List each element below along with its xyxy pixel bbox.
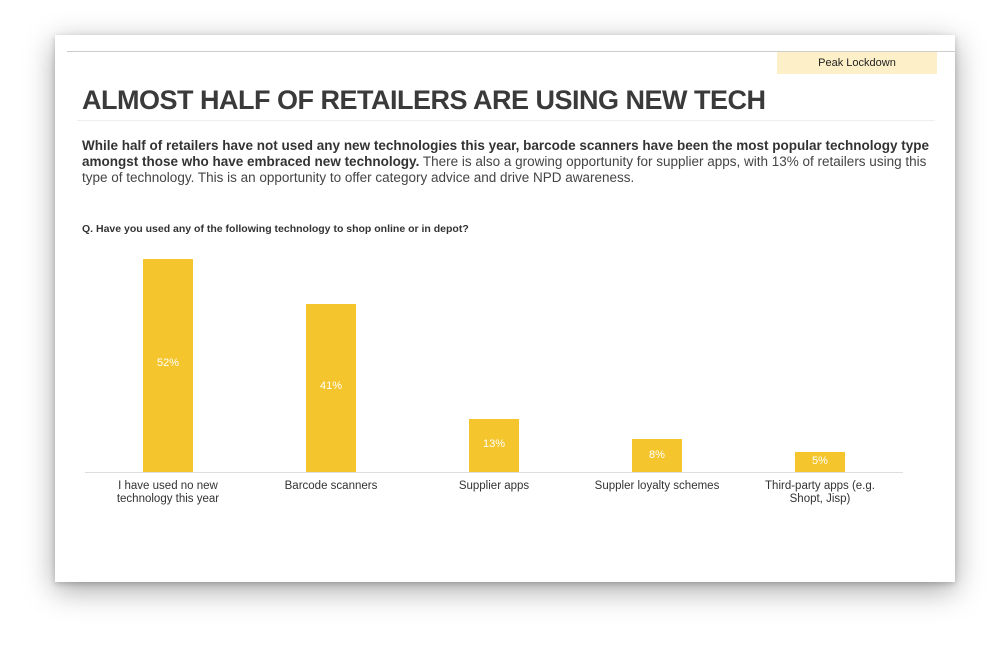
slide: Peak Lockdown ALMOST HALF OF RETAILERS A… (55, 35, 955, 582)
bar (143, 258, 193, 472)
data-label: 5% (812, 454, 828, 467)
summary-rest: There is also a growing opportunity for … (82, 154, 927, 185)
category-label: Barcode scanners (284, 480, 378, 492)
page-title: ALMOST HALF OF RETAILERS ARE USING NEW T… (82, 85, 766, 115)
bar (632, 439, 682, 472)
divider (67, 51, 955, 52)
bar (795, 451, 845, 472)
data-label: 52% (156, 357, 180, 370)
data-label: 13% (482, 438, 506, 451)
bar (306, 303, 356, 472)
data-label: 8% (649, 448, 665, 461)
survey-question: Q. Have you used any of the following te… (82, 223, 469, 235)
x-axis-line (85, 472, 903, 473)
summary-text: While half of retailers have not used an… (82, 138, 942, 186)
category-label: Suppler loyalty schemes (594, 480, 720, 492)
summary-bold: While half of retailers have not used an… (82, 138, 929, 169)
category-label: Third-party apps (e.g. Shopt, Jisp) (765, 480, 875, 505)
category-label: I have used no new technology this year (116, 480, 220, 505)
category-label: Supplier apps (458, 480, 530, 492)
bar (469, 418, 519, 472)
period-badge: Peak Lockdown (777, 52, 937, 74)
data-label: 41% (319, 379, 343, 392)
divider (77, 120, 935, 121)
